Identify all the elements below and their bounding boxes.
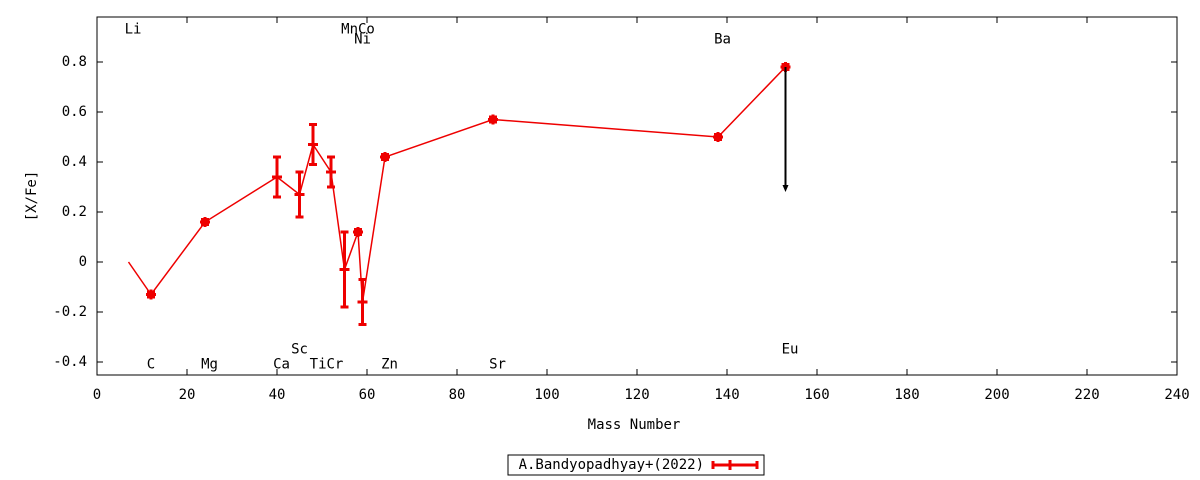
element-label: Zn [381, 357, 398, 373]
x-tick-label: 80 [449, 387, 466, 403]
y-axis-label: [X/Fe] [24, 171, 40, 222]
x-tick-label: 220 [1074, 387, 1099, 403]
point [326, 167, 336, 177]
series-line [127, 66, 787, 303]
element-label: MnCo [341, 22, 375, 38]
x-tick-label: 100 [534, 387, 559, 403]
y-tick-label: 0.4 [62, 154, 87, 170]
legend-box [507, 454, 765, 476]
element-label: Ni [354, 32, 371, 48]
element-label: Sc [291, 342, 308, 358]
y-tick-label: -0.4 [53, 354, 87, 370]
element-label: Mg [201, 357, 218, 373]
x-tick-label: 40 [269, 387, 286, 403]
x-tick-label: 160 [804, 387, 829, 403]
x-tick-label: 200 [984, 387, 1009, 403]
legend-swatch [711, 460, 759, 470]
x-tick-label: 0 [93, 387, 101, 403]
element-label: TiCr [310, 357, 344, 373]
element-label: Eu [782, 342, 799, 358]
x-tick-label: 140 [714, 387, 739, 403]
element-label: C [147, 357, 155, 373]
y-tick-label: 0.6 [62, 104, 87, 120]
point [339, 264, 350, 275]
plot-frame [96, 16, 1178, 376]
x-tick-label: 180 [894, 387, 919, 403]
element-label: Ca [273, 357, 290, 373]
point [200, 217, 210, 227]
element-label: Sr [489, 357, 506, 373]
arrow-head [782, 185, 789, 192]
element-label: Ba [714, 32, 731, 48]
point [294, 189, 305, 200]
x-axis-label: Mass Number [588, 417, 681, 433]
point [308, 139, 318, 150]
y-tick-label: -0.2 [53, 304, 87, 320]
point [272, 172, 282, 182]
point [488, 114, 498, 125]
x-tick-label: 120 [624, 387, 649, 403]
point [380, 152, 390, 162]
point [713, 132, 723, 142]
y-tick-label: 0 [79, 254, 87, 270]
point [146, 289, 156, 300]
x-tick-label: 240 [1164, 387, 1189, 403]
legend-label: A.Bandyopadhyay+(2022) [519, 457, 704, 473]
x-tick-label: 20 [179, 387, 196, 403]
x-tick-label: 60 [359, 387, 376, 403]
y-tick-label: 0.8 [62, 54, 87, 70]
element-label: Li [125, 22, 142, 38]
point [353, 227, 363, 237]
point [357, 297, 368, 307]
y-tick-label: 0.2 [62, 204, 87, 220]
